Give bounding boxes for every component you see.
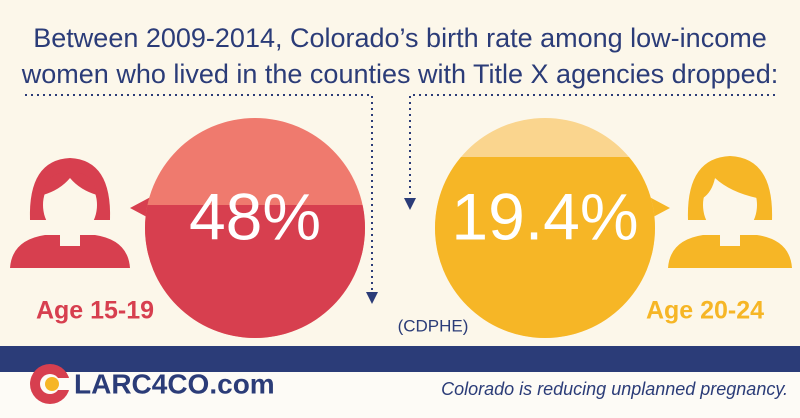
footer-band (0, 346, 800, 372)
title-line: Between 2009-2014, Colorado’s birth rate… (33, 23, 766, 53)
logo (30, 364, 72, 404)
stat-value: 19.4% (451, 179, 638, 253)
right-bubble (435, 118, 670, 338)
age-label: Age 20-24 (646, 297, 764, 325)
person-icon (10, 158, 130, 268)
source: (CDPHE) (398, 316, 469, 335)
age-label: Age 15-19 (36, 297, 154, 325)
arrow-head (404, 198, 416, 210)
dotted-arrows (25, 94, 775, 292)
tagline: Colorado is reducing unplanned pregnancy… (441, 379, 788, 399)
footer (0, 372, 800, 418)
stat-value: 48% (189, 179, 321, 253)
person-icon (668, 156, 792, 268)
brand: LARC4CO.com (74, 368, 275, 399)
title-line: women who lived in the counties with Tit… (21, 59, 778, 89)
arrow-head (366, 292, 378, 304)
